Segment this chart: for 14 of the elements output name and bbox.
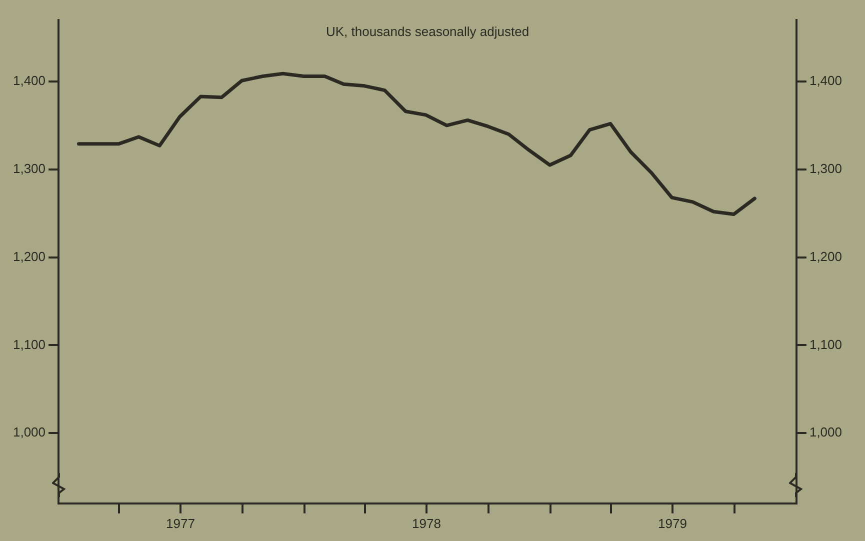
y2-tick-label: 1,400 xyxy=(809,73,842,88)
y-tick-label: 1,100 xyxy=(12,336,46,352)
y-tick-label: 1,200 xyxy=(12,248,46,264)
chart-subtitle: UK, thousands seasonally adjusted xyxy=(326,24,530,40)
y-tick-label: 1,300 xyxy=(12,160,46,176)
x-tick-label: 1978 xyxy=(412,516,441,531)
y2-tick-label: 1,100 xyxy=(809,336,842,352)
y-tick-label: 1,000 xyxy=(12,424,46,440)
y-tick-label: 1,400 xyxy=(12,73,46,88)
y2-tick-label: 1,300 xyxy=(809,160,842,176)
y2-tick-label: 1,200 xyxy=(809,248,842,264)
x-tick-label: 1977 xyxy=(166,516,195,531)
x-tick-label: 1979 xyxy=(658,516,687,531)
y2-tick-label: 1,000 xyxy=(809,424,842,440)
